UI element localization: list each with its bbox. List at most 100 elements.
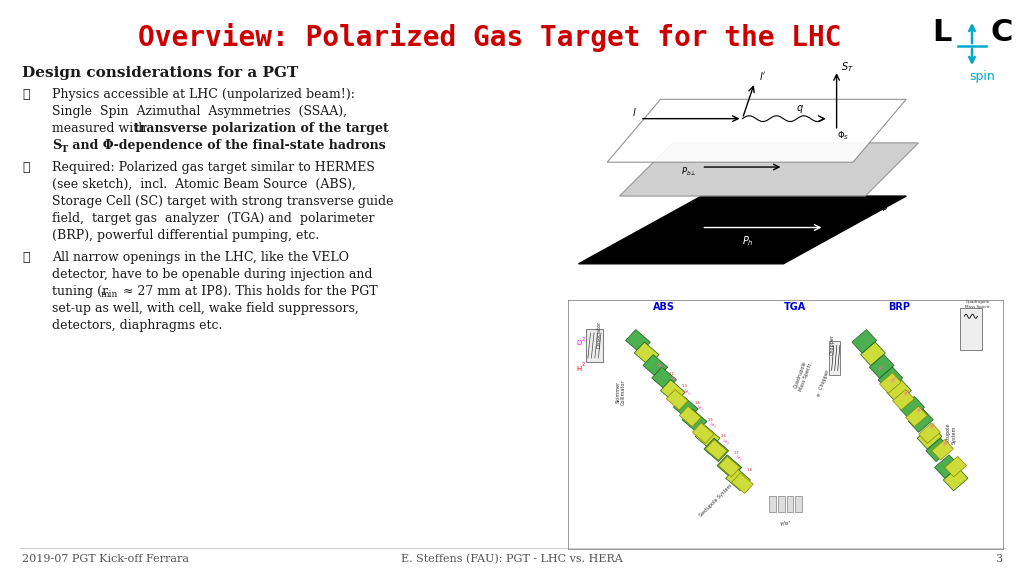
Text: Storage Cell (SC) target with strong transverse guide: Storage Cell (SC) target with strong tra… bbox=[52, 195, 393, 208]
Text: 1-3: 1-3 bbox=[682, 384, 687, 388]
Text: (see sketch),  incl.  Atomic Beam Source  (ABS),: (see sketch), incl. Atomic Beam Source (… bbox=[52, 178, 356, 191]
Text: $S_T$: $S_T$ bbox=[841, 60, 853, 74]
Polygon shape bbox=[607, 99, 906, 162]
Text: Physics accessible at LHC (unpolarized beam!):: Physics accessible at LHC (unpolarized b… bbox=[52, 88, 355, 101]
Text: MFT: MFT bbox=[930, 422, 938, 430]
Text: C: C bbox=[991, 18, 1013, 47]
Text: Sextupole System: Sextupole System bbox=[698, 483, 734, 518]
Bar bbox=[586, 329, 603, 362]
Polygon shape bbox=[878, 367, 903, 391]
Text: 2: 2 bbox=[582, 362, 585, 367]
Text: set-up as well, with cell, wake field suppressors,: set-up as well, with cell, wake field su… bbox=[52, 302, 358, 315]
Text: Chopper: Chopper bbox=[829, 334, 835, 355]
Polygon shape bbox=[880, 373, 901, 393]
Text: min: min bbox=[101, 290, 119, 299]
Text: $\gamma$/e⁺: $\gamma$/e⁺ bbox=[779, 518, 793, 528]
Polygon shape bbox=[643, 355, 668, 378]
Polygon shape bbox=[905, 406, 928, 427]
Polygon shape bbox=[579, 196, 906, 264]
Text: MFT: MFT bbox=[669, 376, 677, 384]
Text: S: S bbox=[52, 139, 61, 152]
Text: MFT: MFT bbox=[916, 405, 925, 413]
Polygon shape bbox=[717, 455, 741, 478]
Polygon shape bbox=[860, 342, 886, 366]
Text: MFT: MFT bbox=[734, 455, 742, 463]
Text: $P_{b\perp}$: $P_{b\perp}$ bbox=[681, 165, 696, 178]
Bar bbox=[778, 496, 784, 513]
Text: $\Phi_S$: $\Phi_S$ bbox=[837, 129, 849, 142]
Text: Single  Spin  Azimuthal  Asymmetries  (SSAA),: Single Spin Azimuthal Asymmetries (SSAA)… bbox=[52, 105, 347, 118]
Polygon shape bbox=[651, 367, 677, 391]
Polygon shape bbox=[932, 439, 953, 460]
Text: 2: 2 bbox=[582, 338, 585, 342]
Polygon shape bbox=[869, 355, 894, 378]
Polygon shape bbox=[620, 143, 919, 196]
Text: D: D bbox=[577, 340, 582, 346]
Text: H: H bbox=[577, 366, 582, 372]
Text: Required: Polarized gas target similar to HERMES: Required: Polarized gas target similar t… bbox=[52, 161, 375, 174]
Text: Sextupole
System: Sextupole System bbox=[946, 422, 956, 446]
Text: MFT: MFT bbox=[708, 422, 716, 430]
Text: MFT: MFT bbox=[943, 438, 951, 446]
Text: (BRP), powerful differential pumping, etc.: (BRP), powerful differential pumping, et… bbox=[52, 229, 319, 242]
Text: e⁻ Chopper: e⁻ Chopper bbox=[816, 369, 830, 396]
Text: 1-7: 1-7 bbox=[733, 451, 739, 455]
Polygon shape bbox=[893, 389, 914, 410]
Polygon shape bbox=[695, 426, 720, 449]
Polygon shape bbox=[943, 467, 968, 491]
Polygon shape bbox=[626, 329, 650, 353]
Text: $l$: $l$ bbox=[632, 106, 637, 118]
Text: MFT: MFT bbox=[682, 388, 690, 396]
Bar bbox=[961, 308, 982, 350]
Polygon shape bbox=[674, 396, 698, 420]
Polygon shape bbox=[900, 396, 925, 420]
Text: spin: spin bbox=[969, 70, 995, 83]
Text: $l'$: $l'$ bbox=[759, 70, 766, 82]
Text: MFT: MFT bbox=[694, 405, 703, 413]
Polygon shape bbox=[945, 456, 967, 477]
Text: 2019-07 PGT Kick-off Ferrara: 2019-07 PGT Kick-off Ferrara bbox=[22, 554, 189, 564]
Text: measured with: measured with bbox=[52, 122, 151, 135]
Text: ➤: ➤ bbox=[22, 251, 30, 264]
Polygon shape bbox=[926, 438, 950, 461]
Text: tuning (r: tuning (r bbox=[52, 285, 109, 298]
Text: 3: 3 bbox=[995, 554, 1002, 564]
Polygon shape bbox=[660, 380, 685, 403]
Polygon shape bbox=[726, 467, 751, 491]
Text: Quadrupole
Mass Spectr.: Quadrupole Mass Spectr. bbox=[965, 300, 990, 309]
Polygon shape bbox=[692, 423, 714, 444]
Text: ABS: ABS bbox=[653, 302, 675, 312]
Text: MFT: MFT bbox=[878, 363, 886, 372]
Text: T: T bbox=[61, 145, 69, 154]
Polygon shape bbox=[719, 456, 740, 477]
Polygon shape bbox=[887, 380, 911, 403]
Text: field,  target gas  analyzer  (TGA) and  polarimeter: field, target gas analyzer (TGA) and pol… bbox=[52, 212, 375, 225]
Polygon shape bbox=[731, 473, 754, 494]
Text: detector, have to be openable during injection and: detector, have to be openable during inj… bbox=[52, 268, 373, 281]
Text: 1-4: 1-4 bbox=[694, 401, 700, 405]
Polygon shape bbox=[706, 439, 727, 460]
Text: L: L bbox=[932, 18, 951, 47]
Text: detectors, diaphragms etc.: detectors, diaphragms etc. bbox=[52, 319, 222, 332]
Text: Quadrupole
Mass Spectr.: Quadrupole Mass Spectr. bbox=[793, 360, 814, 392]
Polygon shape bbox=[918, 426, 942, 449]
Polygon shape bbox=[682, 409, 707, 433]
Polygon shape bbox=[667, 389, 688, 410]
Polygon shape bbox=[852, 329, 877, 353]
Text: .: . bbox=[342, 139, 346, 152]
Text: 1-5: 1-5 bbox=[708, 418, 714, 422]
Text: E. Steffens (FAU): PGT - LHC vs. HERA: E. Steffens (FAU): PGT - LHC vs. HERA bbox=[401, 554, 623, 564]
Text: MFT: MFT bbox=[891, 376, 899, 384]
Text: MFT: MFT bbox=[721, 438, 729, 446]
Text: $q$: $q$ bbox=[796, 104, 804, 115]
Text: TGA: TGA bbox=[783, 302, 806, 312]
Polygon shape bbox=[703, 438, 729, 461]
Text: transverse polarization of the target: transverse polarization of the target bbox=[134, 122, 389, 135]
Text: and Φ-dependence of the final-state hadrons: and Φ-dependence of the final-state hadr… bbox=[68, 139, 386, 152]
Polygon shape bbox=[679, 406, 701, 427]
Text: Overview: Polarized Gas Target for the LHC: Overview: Polarized Gas Target for the L… bbox=[138, 23, 842, 52]
Text: Design considerations for a PGT: Design considerations for a PGT bbox=[22, 66, 298, 80]
Bar bbox=[786, 496, 794, 513]
Text: MFT: MFT bbox=[655, 363, 664, 372]
Bar bbox=[829, 341, 841, 375]
